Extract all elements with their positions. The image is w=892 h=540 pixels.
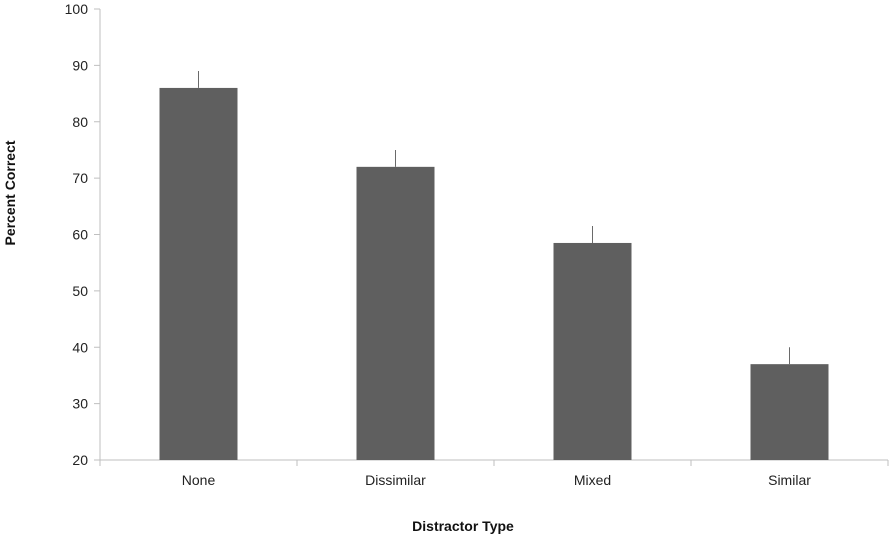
y-axis: 20 30 40 50 60 70 80 90 100 (65, 1, 101, 468)
bar-dissimilar (356, 166, 435, 460)
bar-none (159, 87, 238, 461)
x-tick-label: Similar (768, 472, 811, 488)
x-tick-label: None (182, 472, 216, 488)
y-tick-label: 40 (72, 339, 88, 355)
y-tick-label: 30 (72, 396, 88, 412)
bars (159, 87, 829, 461)
error-bars (198, 71, 790, 365)
y-tick-label: 60 (72, 227, 88, 243)
y-tick-label: 50 (72, 283, 88, 299)
y-tick-label: 100 (65, 1, 89, 17)
x-axis-title: Distractor Type (412, 518, 514, 534)
x-axis: None Dissimilar Mixed Similar (99, 459, 889, 488)
y-tick-label: 20 (72, 452, 88, 468)
y-tick-label: 80 (72, 114, 88, 130)
x-tick-label: Mixed (574, 472, 611, 488)
y-tick-label: 70 (72, 170, 88, 186)
x-tick-label: Dissimilar (365, 472, 426, 488)
y-axis-title: Percent Correct (2, 140, 18, 245)
bar-similar (750, 364, 829, 460)
bar-mixed (553, 242, 632, 460)
y-tick-label: 90 (72, 57, 88, 73)
